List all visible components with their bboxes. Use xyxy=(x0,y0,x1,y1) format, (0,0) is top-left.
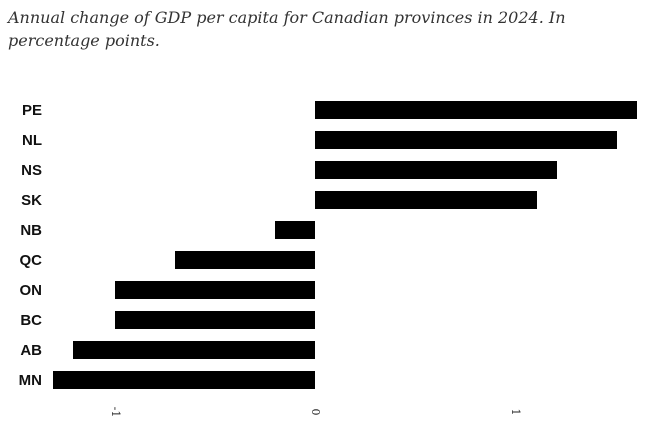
category-label-bc: BC xyxy=(20,312,42,329)
chart-title: Annual change of GDP per capita for Cana… xyxy=(8,8,566,50)
x-tick-label: 1 xyxy=(509,409,522,416)
bar-sk xyxy=(315,191,537,209)
category-label-qc: QC xyxy=(20,252,43,269)
bar-mn xyxy=(53,371,315,389)
category-label-mn: MN xyxy=(19,372,42,389)
category-label-on: ON xyxy=(20,282,43,299)
category-label-nl: NL xyxy=(22,132,42,149)
bar-qc xyxy=(175,251,315,269)
bars-group xyxy=(53,101,637,389)
x-tick-labels: -1 0 1 xyxy=(109,407,522,418)
category-label-pe: PE xyxy=(22,102,42,119)
category-label-ns: NS xyxy=(21,162,42,179)
x-tick-label: -1 xyxy=(109,407,122,418)
bar-ns xyxy=(315,161,557,179)
bar-on xyxy=(115,281,315,299)
bar-nl xyxy=(315,131,617,149)
category-labels: PE NL NS SK NB QC ON BC AB MN xyxy=(19,102,42,389)
category-label-nb: NB xyxy=(20,222,42,239)
category-label-ab: AB xyxy=(20,342,42,359)
bar-pe xyxy=(315,101,637,119)
bar-ab xyxy=(73,341,315,359)
category-label-sk: SK xyxy=(21,192,42,209)
bar-bc xyxy=(115,311,315,329)
bar-nb xyxy=(275,221,315,239)
x-tick-label: 0 xyxy=(309,409,322,416)
